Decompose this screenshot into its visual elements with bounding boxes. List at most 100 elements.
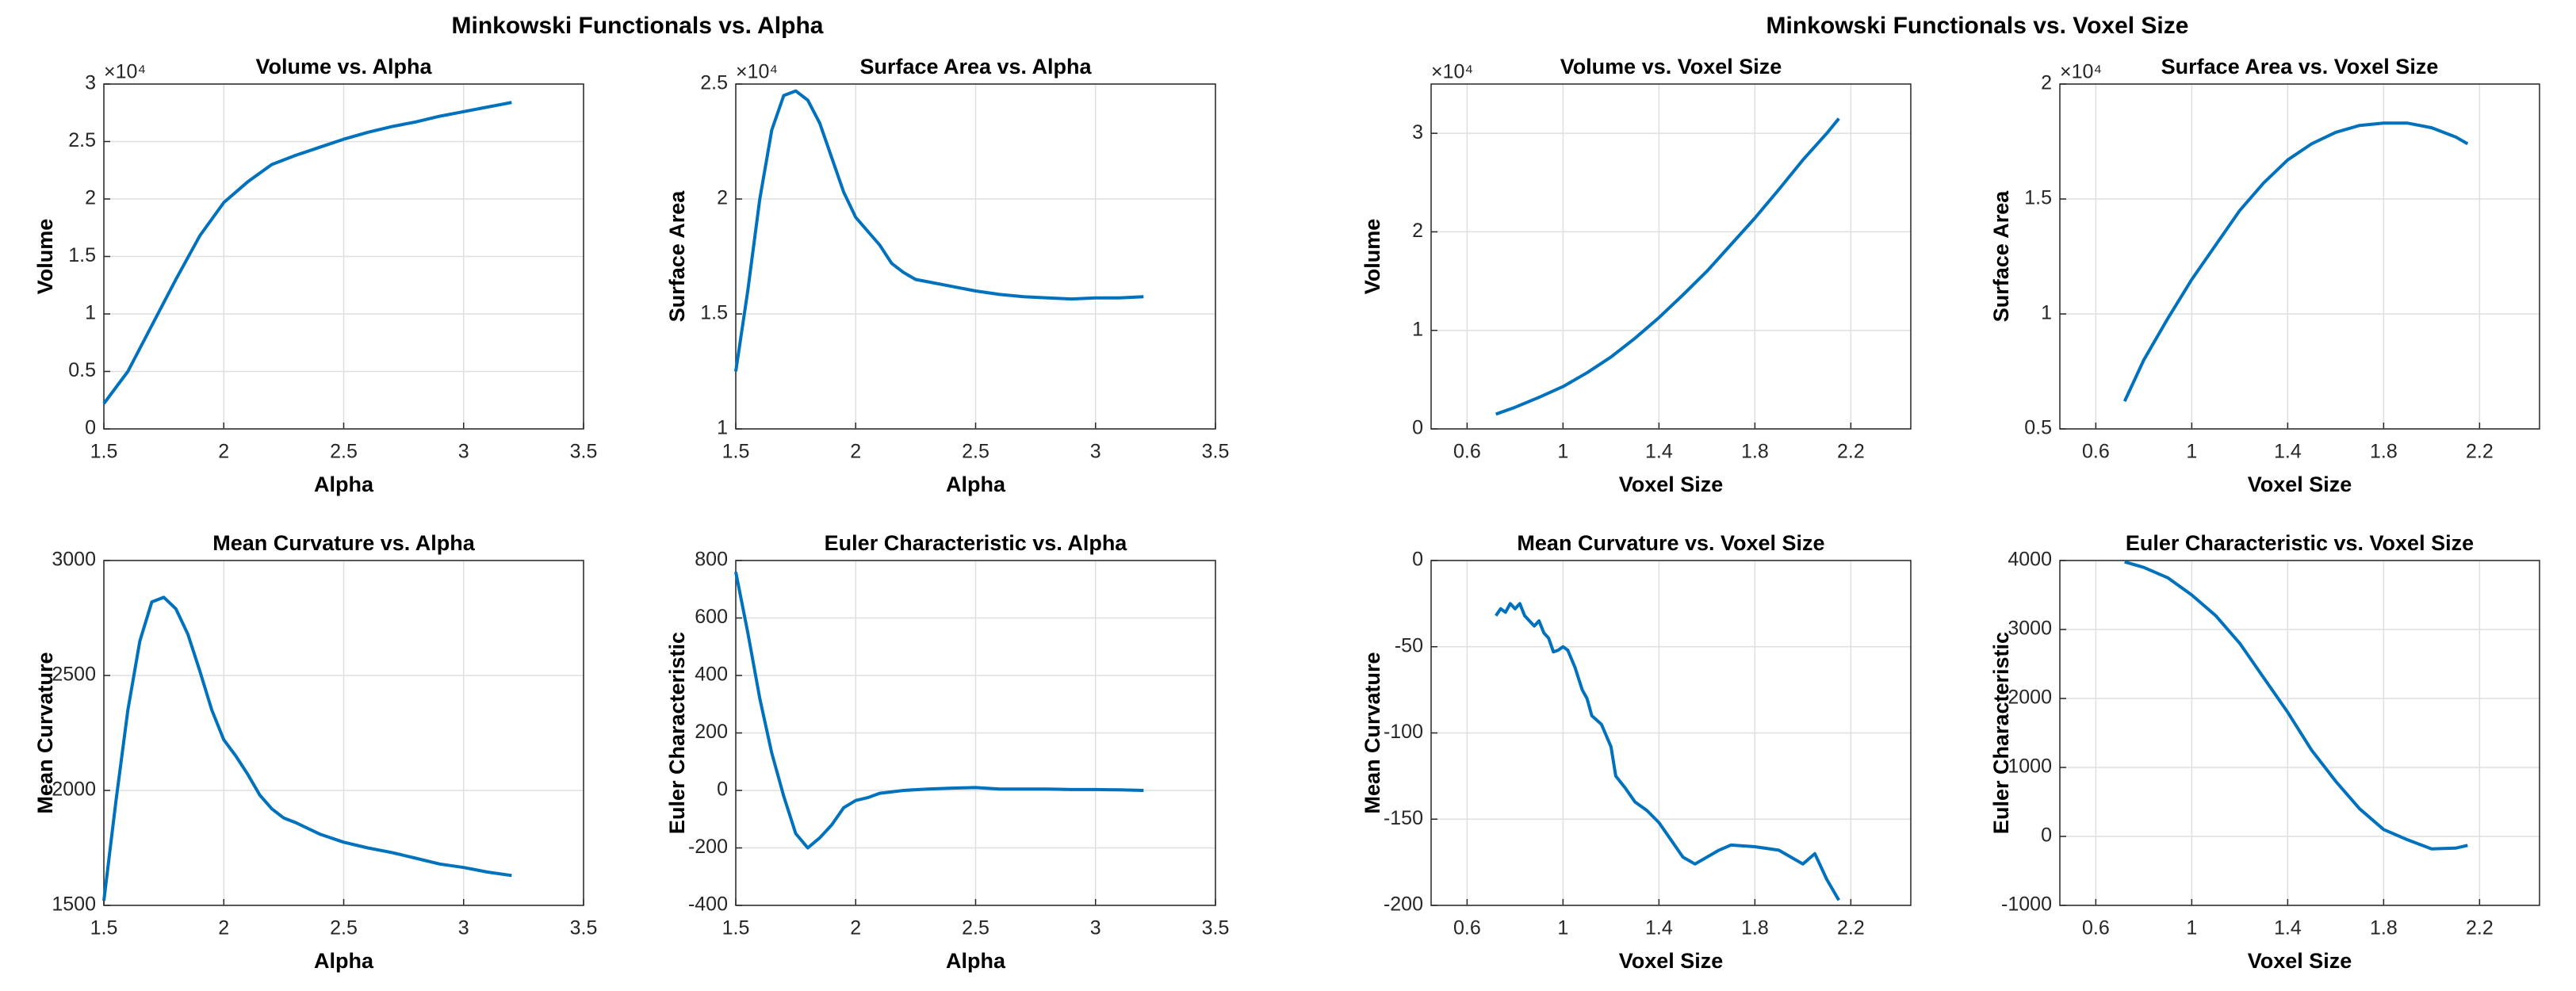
x-tick-label: 3	[458, 917, 469, 939]
y-tick-label: 3	[85, 72, 96, 94]
chart-title: Surface Area vs. Alpha	[859, 55, 1092, 78]
x-tick-label: 3	[1090, 917, 1101, 939]
x-tick-label: 1	[1557, 441, 1568, 463]
x-tick-label: 2.2	[2466, 917, 2494, 939]
y-tick-label: 0.5	[2024, 417, 2052, 439]
y-axis-label: Euler Characteristic	[1989, 632, 2013, 834]
x-tick-label: 3.5	[1202, 441, 1230, 463]
axes-box	[103, 83, 584, 430]
y-tick-label: 1.5	[700, 302, 728, 324]
x-tick-label: 3.5	[570, 441, 598, 463]
y-tick-label: 2	[717, 187, 728, 209]
y-axis-label: Mean Curvature	[1361, 652, 1384, 813]
x-tick-label: 3.5	[1202, 917, 1230, 939]
figure-title: Minkowski Functionals vs. Voxel Size	[1766, 13, 2189, 39]
line-series	[734, 572, 1144, 850]
y-axis-label: Volume	[1361, 219, 1384, 295]
y-tick-label: 2	[85, 187, 96, 209]
axes-box	[735, 560, 1216, 906]
x-tick-label: 2	[850, 917, 861, 939]
x-axis-label: Alpha	[946, 949, 1006, 973]
y-tick-label: -200	[688, 836, 728, 858]
y-tick-label: 1000	[2008, 756, 2052, 778]
x-tick-label: 2	[218, 917, 229, 939]
chart-title: Mean Curvature vs. Voxel Size	[1517, 531, 1824, 555]
y-tick-label: 0	[1412, 549, 1423, 571]
y-tick-label: 3000	[52, 549, 96, 571]
line-series	[1495, 117, 1840, 416]
x-tick-label: 3.5	[570, 917, 598, 939]
x-tick-label: 1.5	[722, 441, 750, 463]
x-tick-label: 3	[1090, 441, 1101, 463]
line-series	[102, 101, 512, 405]
y-tick-label: 2.5	[700, 72, 728, 94]
y-tick-label: -400	[688, 893, 728, 916]
chart-title: Mean Curvature vs. Alpha	[212, 531, 476, 555]
y-tick-label: 1.5	[2024, 187, 2052, 209]
line-series	[102, 595, 512, 901]
axes-box	[735, 83, 1216, 430]
x-axis-label: Alpha	[314, 949, 374, 973]
x-tick-label: 1.5	[90, 917, 118, 939]
x-tick-label: 1.8	[1741, 441, 1769, 463]
y-tick-label: -1000	[2001, 893, 2052, 916]
y-tick-label: 1	[2041, 302, 2052, 324]
chart-title: Euler Characteristic vs. Alpha	[825, 531, 1128, 555]
x-tick-label: 2.5	[962, 441, 989, 463]
y-scale-label: ×10⁴	[1431, 61, 1473, 83]
axes-box	[2059, 83, 2540, 430]
y-axis-label: Surface Area	[1989, 190, 2013, 323]
axes-background	[2060, 84, 2540, 429]
x-axis-label: Voxel Size	[2248, 473, 2352, 496]
x-tick-label: 1	[2186, 917, 2197, 939]
y-tick-label: 2000	[52, 779, 96, 801]
x-tick-label: 2.5	[330, 917, 358, 939]
x-axis-label: Voxel Size	[2248, 949, 2352, 973]
x-axis-label: Voxel Size	[1619, 473, 1724, 496]
x-tick-label: 1.4	[2274, 441, 2302, 463]
x-tick-label: 1.8	[1741, 917, 1769, 939]
x-tick-label: 1.8	[2370, 917, 2398, 939]
axes-box	[1430, 83, 1912, 430]
y-tick-label: -200	[1384, 893, 1423, 916]
x-tick-label: 1	[1557, 917, 1568, 939]
y-tick-label: 2.5	[68, 129, 96, 151]
x-tick-label: 3	[458, 441, 469, 463]
chart-title: Volume vs. Voxel Size	[1560, 55, 1782, 78]
x-axis-label: Alpha	[314, 473, 374, 496]
y-tick-label: 2000	[2008, 687, 2052, 709]
line-series	[734, 89, 1144, 372]
y-tick-label: 2	[1412, 220, 1423, 242]
y-tick-label: 0	[2041, 825, 2052, 847]
y-scale-label: ×10⁴	[2060, 61, 2102, 83]
y-tick-label: 2500	[52, 664, 96, 686]
x-tick-label: 2.2	[2466, 441, 2494, 463]
x-tick-label: 2	[850, 441, 861, 463]
figure-title: Minkowski Functionals vs. Alpha	[452, 13, 824, 39]
x-tick-label: 1.4	[2274, 917, 2302, 939]
axes-box	[103, 560, 584, 906]
y-tick-label: -100	[1384, 721, 1423, 743]
y-tick-label: 600	[695, 606, 728, 628]
axes-box	[1430, 560, 1912, 906]
y-axis-label: Surface Area	[665, 190, 689, 323]
x-tick-label: 1.4	[1645, 441, 1673, 463]
y-axis-label: Euler Characteristic	[665, 632, 689, 834]
y-axis-label: Mean Curvature	[33, 652, 57, 813]
y-scale-label: ×10⁴	[736, 61, 778, 83]
chart-title: Euler Characteristic vs. Voxel Size	[2126, 531, 2474, 555]
y-tick-label: 3	[1412, 121, 1423, 143]
y-tick-label: 0	[717, 779, 728, 801]
x-tick-label: 1	[2186, 441, 2197, 463]
y-tick-label: 2	[2041, 72, 2052, 94]
y-tick-label: 0.5	[68, 359, 96, 381]
y-tick-label: 400	[695, 664, 728, 686]
y-tick-label: -50	[1395, 634, 1423, 656]
x-tick-label: 2.5	[962, 917, 989, 939]
x-axis-label: Voxel Size	[1619, 949, 1724, 973]
x-tick-label: 2.5	[330, 441, 358, 463]
x-tick-label: 0.6	[2082, 917, 2110, 939]
y-tick-label: 200	[695, 721, 728, 743]
axes-background	[1431, 84, 1911, 429]
x-tick-label: 0.6	[1453, 441, 1481, 463]
